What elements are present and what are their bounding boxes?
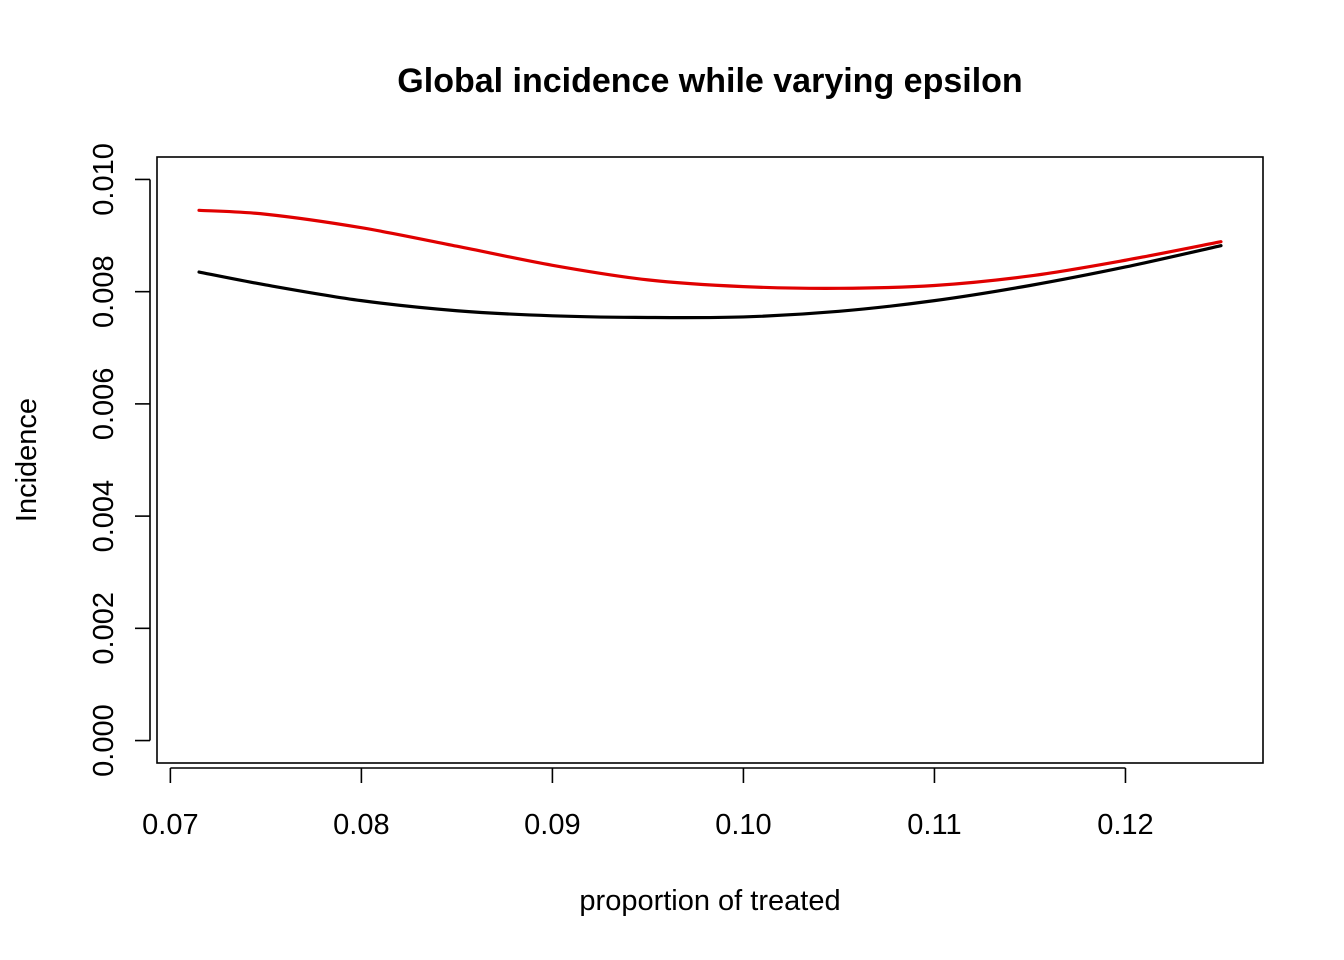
y-tick-label: 0.008 xyxy=(88,255,120,328)
x-tick-label: 0.08 xyxy=(333,809,389,841)
y-tick-label: 0.000 xyxy=(88,704,120,777)
series-line-1 xyxy=(197,244,1223,320)
y-tick-label: 0.010 xyxy=(88,143,120,216)
y-axis-label: Incidence xyxy=(11,398,43,522)
y-tick-label: 0.006 xyxy=(88,368,120,441)
series-line-2 xyxy=(197,208,1223,290)
y-tick-label: 0.002 xyxy=(88,592,120,665)
series-layer xyxy=(197,208,1223,320)
plot-area-frame xyxy=(156,156,1264,764)
x-tick-label: 0.09 xyxy=(524,809,580,841)
y-tick-label: 0.004 xyxy=(88,480,120,553)
x-axis-label: proportion of treated xyxy=(579,885,840,917)
x-axis: 0.07 0.08 0.09 0.10 0.11 0.12 xyxy=(142,767,1154,841)
x-tick-label: 0.10 xyxy=(715,809,771,841)
x-tick-label: 0.11 xyxy=(907,809,961,841)
x-tick-label: 0.12 xyxy=(1097,809,1153,841)
x-tick-label: 0.07 xyxy=(142,809,198,841)
y-axis: 0.000 0.002 0.004 0.006 0.008 0.010 xyxy=(88,143,151,777)
chart-title: Global incidence while varying epsilon xyxy=(397,62,1022,100)
